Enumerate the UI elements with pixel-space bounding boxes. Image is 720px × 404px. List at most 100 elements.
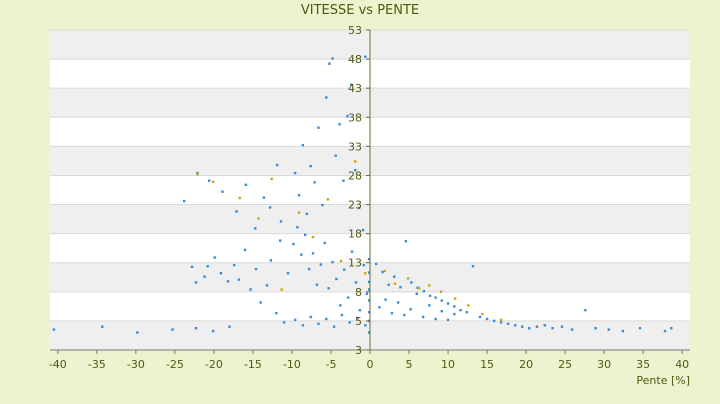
data-point xyxy=(535,325,539,328)
data-point xyxy=(334,154,337,157)
x-tick-labels: -40 -35 -30 -25 -20 -15 -10 -5 0 5 10 15 20 25 30 35 40 xyxy=(49,350,689,371)
y-tick-label: 18 xyxy=(348,228,362,241)
x-axis-label: Pente [%] xyxy=(636,374,690,387)
x-tick-label: 40 xyxy=(675,358,689,371)
data-point xyxy=(237,278,241,281)
data-point xyxy=(543,324,546,327)
data-point xyxy=(211,180,215,184)
data-point xyxy=(254,267,258,271)
data-point xyxy=(301,144,305,147)
data-point xyxy=(584,309,587,312)
data-point xyxy=(459,309,462,312)
data-point xyxy=(485,317,489,321)
data-point xyxy=(393,282,397,285)
y-tick-label: 8 xyxy=(355,286,362,299)
data-point xyxy=(422,290,426,293)
x-tick-label: 0 xyxy=(367,358,374,371)
x-tick-label: 25 xyxy=(558,358,572,371)
data-point xyxy=(304,233,307,236)
data-point xyxy=(244,183,248,186)
data-point xyxy=(326,198,330,201)
data-point xyxy=(190,265,194,268)
y-tick-label: 53 xyxy=(348,24,362,37)
data-point xyxy=(325,96,328,99)
data-point xyxy=(238,196,241,200)
data-point xyxy=(196,171,199,175)
x-tick-label: -10 xyxy=(283,358,301,371)
data-point xyxy=(52,328,56,331)
data-point xyxy=(383,269,386,273)
data-point xyxy=(551,327,554,330)
data-point xyxy=(328,62,331,65)
data-point xyxy=(356,316,359,320)
data-point xyxy=(307,267,311,271)
y-tick-labels: 3 5 8 13 18 23 28 33 38 43 48 53 xyxy=(348,24,370,357)
data-point xyxy=(313,181,316,184)
data-point xyxy=(453,305,456,308)
data-point xyxy=(368,271,371,274)
data-point xyxy=(434,317,437,321)
data-point xyxy=(521,325,524,328)
data-point xyxy=(453,297,457,300)
data-point xyxy=(481,312,484,316)
data-point xyxy=(339,259,343,263)
data-point xyxy=(453,312,456,316)
data-point xyxy=(286,272,290,275)
y-tick-label: 13 xyxy=(348,257,362,270)
x-tick-label: -35 xyxy=(88,358,106,371)
data-point xyxy=(354,160,357,163)
data-point xyxy=(368,311,371,314)
data-point xyxy=(594,327,597,330)
data-point xyxy=(357,206,361,210)
data-point xyxy=(317,322,320,325)
data-point xyxy=(342,179,345,182)
data-point xyxy=(297,194,301,197)
data-point xyxy=(249,288,252,291)
data-point xyxy=(293,318,297,322)
data-point xyxy=(350,83,353,86)
data-point xyxy=(410,281,413,284)
data-point xyxy=(235,210,238,213)
data-point xyxy=(390,312,394,315)
data-point xyxy=(364,272,367,275)
data-point xyxy=(361,228,365,232)
data-point xyxy=(317,126,320,129)
x-tick-label: -15 xyxy=(244,358,262,371)
data-point xyxy=(196,173,199,176)
x-tick-label: 20 xyxy=(519,358,533,371)
data-point xyxy=(364,324,367,327)
data-point xyxy=(428,294,432,297)
data-point xyxy=(478,315,482,319)
data-point xyxy=(339,304,342,307)
data-point xyxy=(506,322,510,325)
data-point xyxy=(211,329,215,333)
data-point xyxy=(396,301,400,304)
data-point xyxy=(381,270,384,274)
data-point xyxy=(416,286,419,289)
data-point xyxy=(293,171,297,175)
data-point xyxy=(208,179,211,182)
data-point xyxy=(279,220,283,223)
x-tick-label: 15 xyxy=(480,358,494,371)
data-point xyxy=(243,248,247,252)
data-point xyxy=(446,318,450,322)
data-point xyxy=(368,331,371,334)
data-point xyxy=(421,315,425,319)
data-point xyxy=(282,321,286,324)
data-point xyxy=(364,55,367,58)
data-point xyxy=(499,321,503,324)
data-point xyxy=(368,288,371,291)
data-point xyxy=(292,242,295,246)
data-point xyxy=(305,212,308,216)
data-point xyxy=(254,227,257,230)
data-point xyxy=(467,304,470,307)
data-point xyxy=(280,288,283,291)
data-point xyxy=(528,327,531,330)
data-point xyxy=(428,304,431,307)
data-point xyxy=(275,312,278,315)
data-point xyxy=(368,299,371,302)
data-point xyxy=(319,263,322,266)
data-point xyxy=(365,292,369,295)
